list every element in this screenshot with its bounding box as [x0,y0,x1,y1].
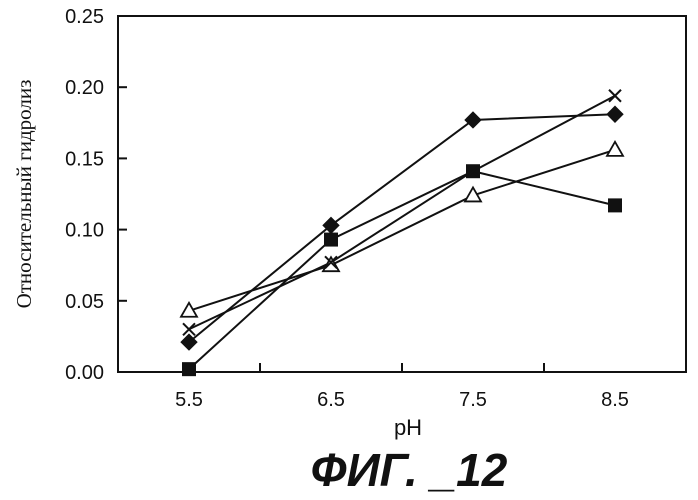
y-tick-label: 0.05 [65,291,104,313]
plot-border [118,16,686,372]
x-tick-label: 8.5 [601,389,629,411]
y-tick-label: 0.20 [65,77,104,99]
series-3-line [189,150,615,311]
x-axis-title: pH [394,415,422,440]
square-marker [182,362,196,376]
y-tick-label: 0.10 [65,220,104,242]
series-1-line [189,114,615,342]
y-tick-label: 0.15 [65,148,104,170]
diamond-marker [607,106,623,122]
y-tick-label: 0.25 [65,6,104,28]
series-2-line [189,171,615,369]
figure-caption: ФИГ. _12 [311,444,508,496]
y-axis-title: Относительный гидролиз [12,80,36,309]
x-tick-label: 7.5 [459,389,487,411]
y-tick-label: 0.00 [65,362,104,384]
triangle-marker [607,142,623,156]
square-marker [608,198,622,212]
square-marker [324,233,338,247]
diamond-marker [465,112,481,128]
x-tick-label: 6.5 [317,389,345,411]
series-group [181,90,623,376]
plot-frame [118,16,686,372]
x-marker [609,90,621,102]
x-tick-label: 5.5 [175,389,203,411]
x-axis: 5.5 6.5 7.5 8.5 [175,363,629,411]
series-2-markers [182,164,622,376]
series-1-markers [181,106,623,350]
series-4-line [189,96,615,330]
